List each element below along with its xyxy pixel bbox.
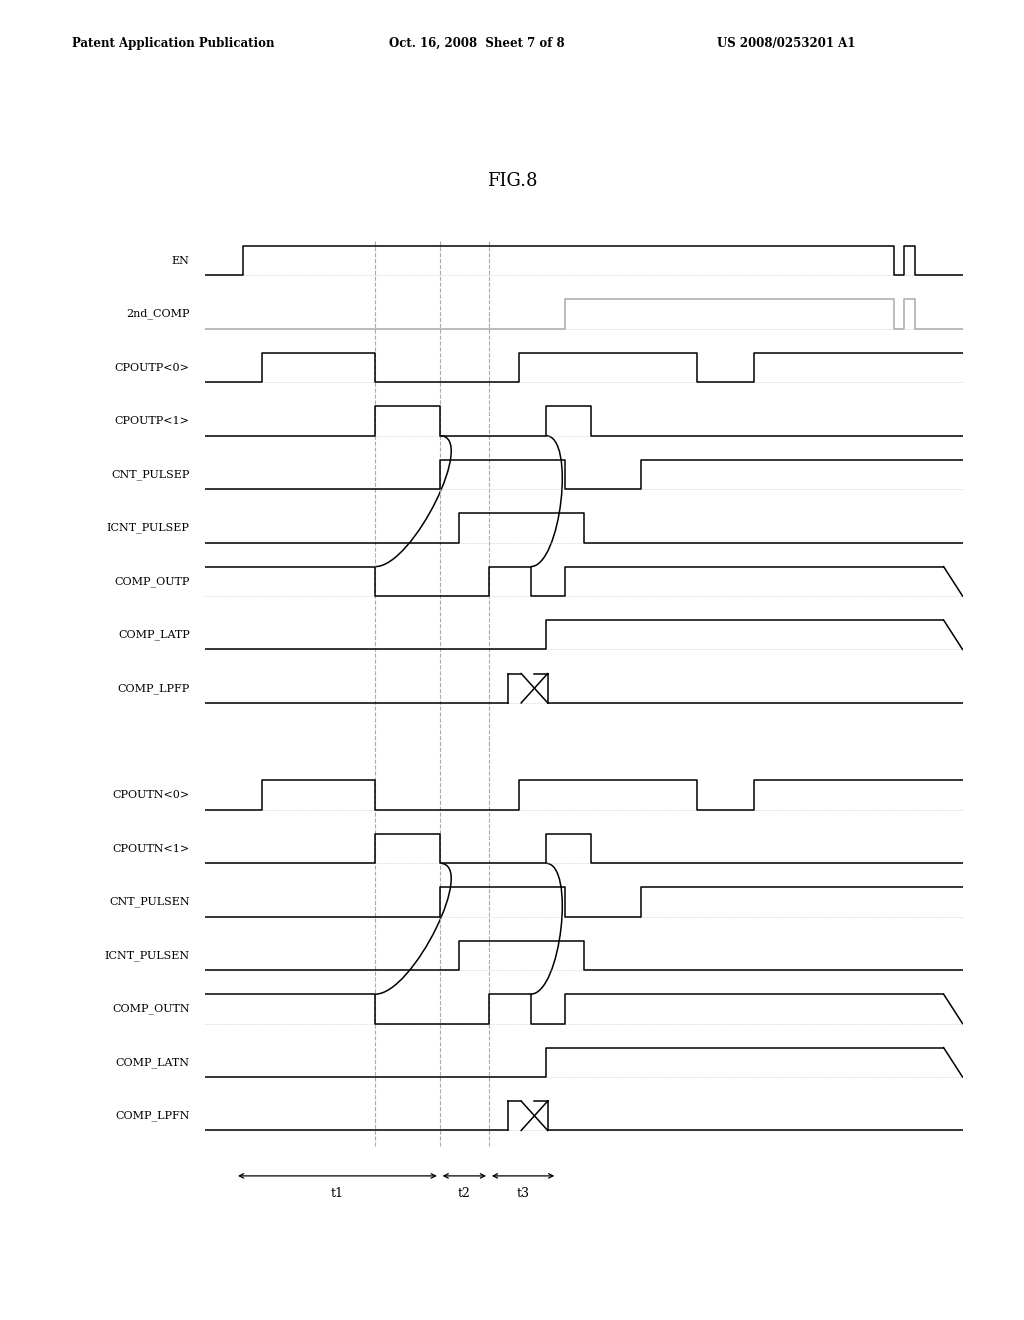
Text: ICNT_PULSEN: ICNT_PULSEN — [104, 950, 189, 961]
Text: COMP_LATP: COMP_LATP — [118, 630, 189, 640]
Text: FIG.8: FIG.8 — [486, 172, 538, 190]
Text: COMP_LPFN: COMP_LPFN — [115, 1110, 189, 1121]
Text: Patent Application Publication: Patent Application Publication — [72, 37, 274, 50]
Text: CPOUTN<1>: CPOUTN<1> — [113, 843, 189, 854]
Text: COMP_OUTP: COMP_OUTP — [115, 576, 189, 586]
Text: CPOUTP<1>: CPOUTP<1> — [115, 416, 189, 426]
Text: EN: EN — [172, 256, 189, 265]
Text: t2: t2 — [458, 1187, 471, 1200]
Text: ICNT_PULSEP: ICNT_PULSEP — [106, 523, 189, 533]
Text: COMP_OUTN: COMP_OUTN — [112, 1003, 189, 1014]
Text: CPOUTN<0>: CPOUTN<0> — [113, 791, 189, 800]
Text: CNT_PULSEN: CNT_PULSEN — [109, 896, 189, 907]
Text: COMP_LATN: COMP_LATN — [116, 1057, 189, 1068]
Text: Oct. 16, 2008  Sheet 7 of 8: Oct. 16, 2008 Sheet 7 of 8 — [389, 37, 565, 50]
Text: US 2008/0253201 A1: US 2008/0253201 A1 — [717, 37, 855, 50]
Text: t1: t1 — [331, 1187, 344, 1200]
Text: COMP_LPFP: COMP_LPFP — [118, 682, 189, 693]
Text: CNT_PULSEP: CNT_PULSEP — [112, 469, 189, 479]
Text: t3: t3 — [516, 1187, 529, 1200]
Text: 2nd_COMP: 2nd_COMP — [126, 309, 189, 319]
Text: CPOUTP<0>: CPOUTP<0> — [115, 363, 189, 372]
